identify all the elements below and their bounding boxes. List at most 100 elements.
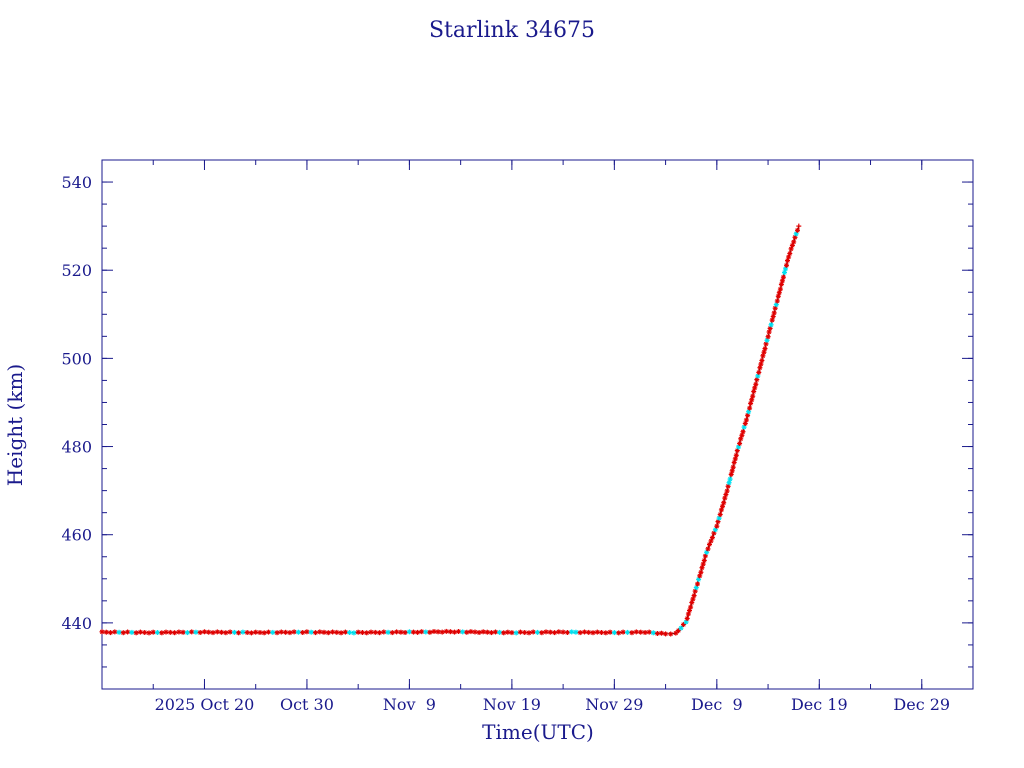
marker-stroke: [309, 630, 314, 635]
data-point: [513, 630, 519, 636]
data-point: [775, 293, 781, 299]
data-point: [423, 629, 429, 635]
x-tick-label: Dec 19: [791, 695, 848, 714]
marker-stroke: [634, 629, 639, 635]
marker-stroke: [647, 629, 652, 635]
marker-stroke: [219, 630, 224, 635]
marker-stroke: [381, 629, 386, 635]
data-point: [351, 630, 357, 636]
marker-stroke: [440, 629, 445, 635]
data-point: [476, 630, 482, 635]
marker-stroke: [108, 630, 113, 635]
data-point: [377, 630, 382, 636]
data-point: [782, 270, 787, 275]
data-point: [750, 393, 756, 399]
data-point: [756, 369, 762, 375]
data-point: [431, 629, 437, 634]
marker-stroke: [569, 629, 574, 635]
data-point: [791, 239, 797, 245]
data-point: [741, 424, 747, 430]
marker-stroke: [121, 630, 126, 635]
data-point: [394, 629, 400, 635]
marker-stroke: [104, 630, 109, 635]
marker-stroke: [625, 630, 630, 635]
marker-stroke: [223, 630, 228, 635]
data-point: [769, 317, 775, 323]
marker-stroke: [714, 524, 719, 529]
data-point: [381, 629, 387, 635]
data-point: [415, 629, 421, 635]
data-point: [762, 346, 768, 352]
data-point: [219, 629, 224, 635]
marker-stroke: [718, 512, 723, 517]
marker-stroke: [176, 629, 182, 635]
data-point: [590, 630, 596, 636]
data-point: [730, 464, 736, 470]
marker-stroke: [287, 630, 293, 635]
y-tick-label: 500: [61, 349, 92, 368]
data-point: [646, 629, 652, 635]
marker-stroke: [351, 630, 357, 636]
data-point: [176, 629, 182, 635]
data-point: [599, 630, 604, 635]
data-point: [729, 468, 735, 474]
marker-stroke: [599, 630, 604, 635]
data-point: [120, 630, 126, 636]
data-point: [447, 629, 453, 635]
data-point: [539, 630, 545, 636]
marker-stroke: [262, 630, 267, 635]
data-point: [236, 630, 242, 636]
data-point: [159, 630, 165, 636]
marker-stroke: [595, 629, 600, 635]
data-point: [266, 629, 271, 635]
marker-stroke: [253, 630, 258, 635]
data-point: [227, 629, 233, 635]
data-point: [552, 630, 558, 636]
data-point: [700, 561, 706, 567]
data-point: [771, 310, 777, 316]
marker-stroke: [347, 630, 352, 635]
data-point: [718, 507, 724, 513]
data-point: [733, 452, 739, 458]
data-point: [283, 629, 289, 635]
marker-stroke: [163, 629, 169, 635]
data-point: [629, 630, 635, 636]
marker-stroke: [427, 630, 433, 635]
marker-stroke: [560, 629, 566, 635]
data-point: [772, 305, 778, 311]
marker-stroke: [377, 630, 382, 635]
data-point: [274, 630, 280, 636]
data-point: [795, 227, 800, 233]
marker-stroke: [274, 630, 280, 635]
marker-stroke: [685, 616, 690, 621]
data-point: [317, 629, 323, 635]
data-point: [774, 298, 780, 304]
marker-stroke: [655, 631, 660, 636]
data-point: [659, 630, 664, 636]
data-point: [223, 630, 229, 636]
marker-stroke: [415, 630, 420, 635]
data-point: [509, 630, 515, 636]
data-point: [650, 630, 656, 636]
marker-stroke: [497, 630, 502, 635]
marker-stroke: [787, 251, 792, 256]
marker-stroke: [300, 630, 305, 635]
marker-stroke: [522, 630, 527, 635]
data-point: [759, 358, 765, 363]
marker-stroke: [394, 629, 399, 635]
data-point: [582, 629, 587, 635]
data-point: [372, 629, 378, 635]
marker-stroke: [620, 629, 626, 635]
marker-stroke: [539, 630, 544, 635]
marker-stroke: [586, 630, 591, 635]
data-point: [699, 565, 705, 571]
data-point: [257, 630, 263, 635]
data-point: [777, 286, 783, 292]
data-point: [564, 630, 570, 635]
data-point: [330, 629, 336, 635]
marker-stroke: [189, 629, 194, 635]
marker-stroke: [531, 629, 536, 635]
marker-stroke: [659, 631, 664, 636]
marker-stroke: [245, 630, 250, 635]
x-axis-label: Time(UTC): [482, 720, 594, 744]
